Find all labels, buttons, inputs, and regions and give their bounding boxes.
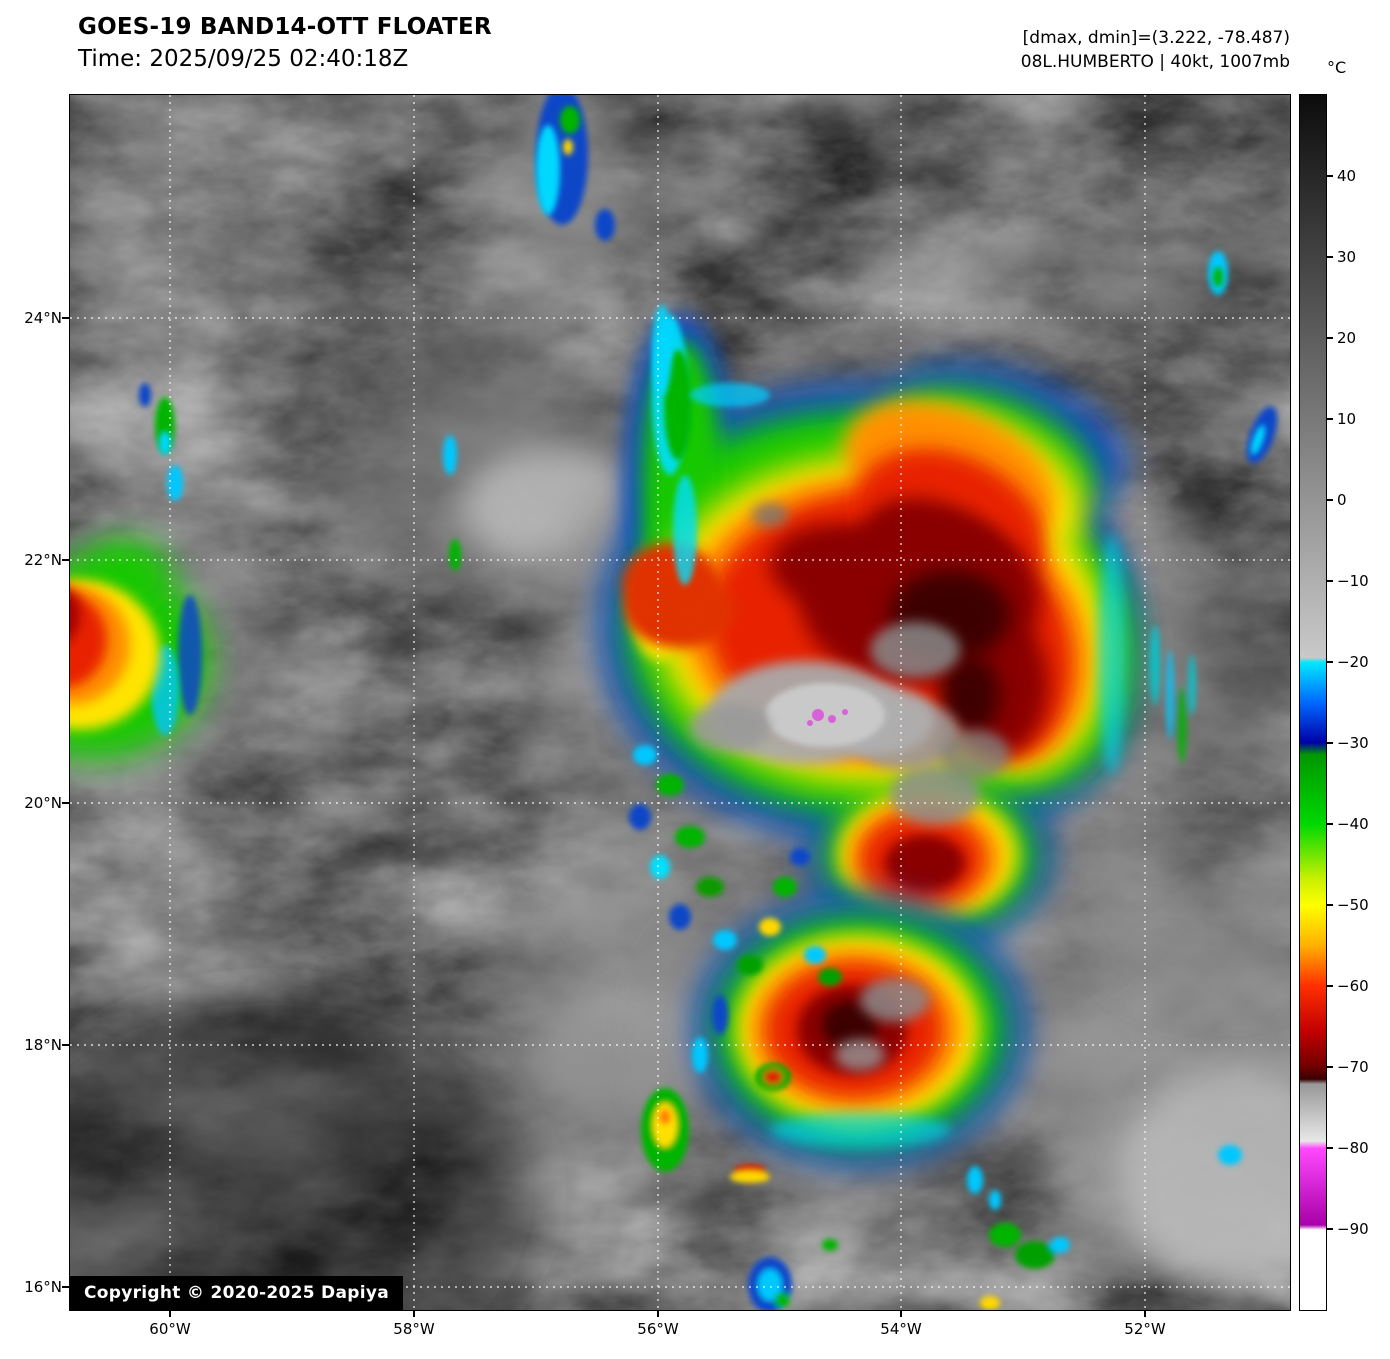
figure-time: Time: 2025/09/25 02:40:18Z bbox=[78, 46, 409, 72]
lat-label: 24°N bbox=[24, 309, 62, 327]
colorbar-tick-label: −70 bbox=[1337, 1058, 1369, 1076]
colorbar-tick bbox=[1327, 742, 1333, 744]
figure-title: GOES-19 BAND14-OTT FLOATER bbox=[78, 14, 492, 40]
lon-axis-tick bbox=[413, 1311, 415, 1317]
lat-label: 22°N bbox=[24, 551, 62, 569]
colorbar-tick-label: 20 bbox=[1337, 329, 1357, 347]
lon-label: 60°W bbox=[149, 1320, 191, 1338]
fragmented-cells-west bbox=[629, 745, 842, 1091]
colorbar-tick-label: −60 bbox=[1337, 977, 1369, 995]
colorbar-tick-label: −90 bbox=[1337, 1220, 1369, 1238]
lat-axis-tick bbox=[62, 1286, 69, 1288]
colorbar-tick-label: 40 bbox=[1337, 167, 1357, 185]
lon-label: 56°W bbox=[637, 1320, 679, 1338]
colorbar bbox=[1299, 94, 1327, 1311]
lon-axis-tick bbox=[900, 1311, 902, 1317]
colorbar-tick-label: −50 bbox=[1337, 896, 1369, 914]
colorbar-tick-label: 30 bbox=[1337, 248, 1357, 266]
colorbar-tick bbox=[1327, 985, 1333, 987]
colorbar-tick-label: 10 bbox=[1337, 410, 1357, 428]
colorbar-unit-label: °C bbox=[1327, 58, 1347, 77]
copyright-badge: Copyright © 2020-2025 Dapiya bbox=[70, 1276, 403, 1310]
colorbar-tick bbox=[1327, 1066, 1333, 1068]
colorbar-tick-label: 0 bbox=[1337, 491, 1347, 509]
colorbar-tick-label: −20 bbox=[1337, 653, 1369, 671]
lat-axis-tick bbox=[62, 802, 69, 804]
colorbar-tick-label: −80 bbox=[1337, 1139, 1369, 1157]
lat-label: 16°N bbox=[24, 1278, 62, 1296]
dmax-dmin-readout: [dmax, dmin]=(3.222, -78.487) bbox=[1022, 28, 1290, 48]
colorbar-tick bbox=[1327, 1147, 1333, 1149]
colorbar-tick bbox=[1327, 256, 1333, 258]
scattered-cells-north bbox=[139, 95, 1278, 571]
colorbar-tick bbox=[1327, 499, 1333, 501]
lon-axis-tick bbox=[169, 1311, 171, 1317]
colorbar-tick bbox=[1327, 580, 1333, 582]
lon-label: 58°W bbox=[393, 1320, 435, 1338]
colorbar-tick bbox=[1327, 337, 1333, 339]
west-edge-storm bbox=[70, 525, 280, 785]
lat-axis-tick bbox=[62, 1044, 69, 1046]
colorbar-tick bbox=[1327, 661, 1333, 663]
colorbar-tick bbox=[1327, 1228, 1333, 1230]
lon-axis-tick bbox=[1144, 1311, 1146, 1317]
lat-label: 18°N bbox=[24, 1036, 62, 1054]
lon-axis-tick bbox=[657, 1311, 659, 1317]
lat-axis-tick bbox=[62, 559, 69, 561]
lon-label: 52°W bbox=[1124, 1320, 1166, 1338]
satellite-map[interactable]: Copyright © 2020-2025 Dapiya bbox=[69, 94, 1291, 1311]
scattered-cells-south bbox=[641, 625, 1242, 1310]
storm-status: 08L.HUMBERTO | 40kt, 1007mb bbox=[1020, 52, 1290, 72]
colorbar-tick-label: −40 bbox=[1337, 815, 1369, 833]
colorbar-tick bbox=[1327, 904, 1333, 906]
lat-label: 20°N bbox=[24, 794, 62, 812]
colorbar-tick-label: −30 bbox=[1337, 734, 1369, 752]
colorbar-tick bbox=[1327, 823, 1333, 825]
storm-warm-center bbox=[690, 661, 935, 765]
satellite-image bbox=[70, 95, 1290, 1310]
lat-axis-tick bbox=[62, 317, 69, 319]
colorbar-tick-label: −10 bbox=[1337, 572, 1369, 590]
colorbar-tick bbox=[1327, 418, 1333, 420]
header-right: [dmax, dmin]=(3.222, -78.487) 08L.HUMBER… bbox=[1021, 26, 1290, 74]
storm-southern-lobe bbox=[695, 895, 1025, 1165]
magenta-cold-pixels bbox=[807, 709, 848, 726]
colorbar-tick bbox=[1327, 175, 1333, 177]
lon-label: 54°W bbox=[880, 1320, 922, 1338]
